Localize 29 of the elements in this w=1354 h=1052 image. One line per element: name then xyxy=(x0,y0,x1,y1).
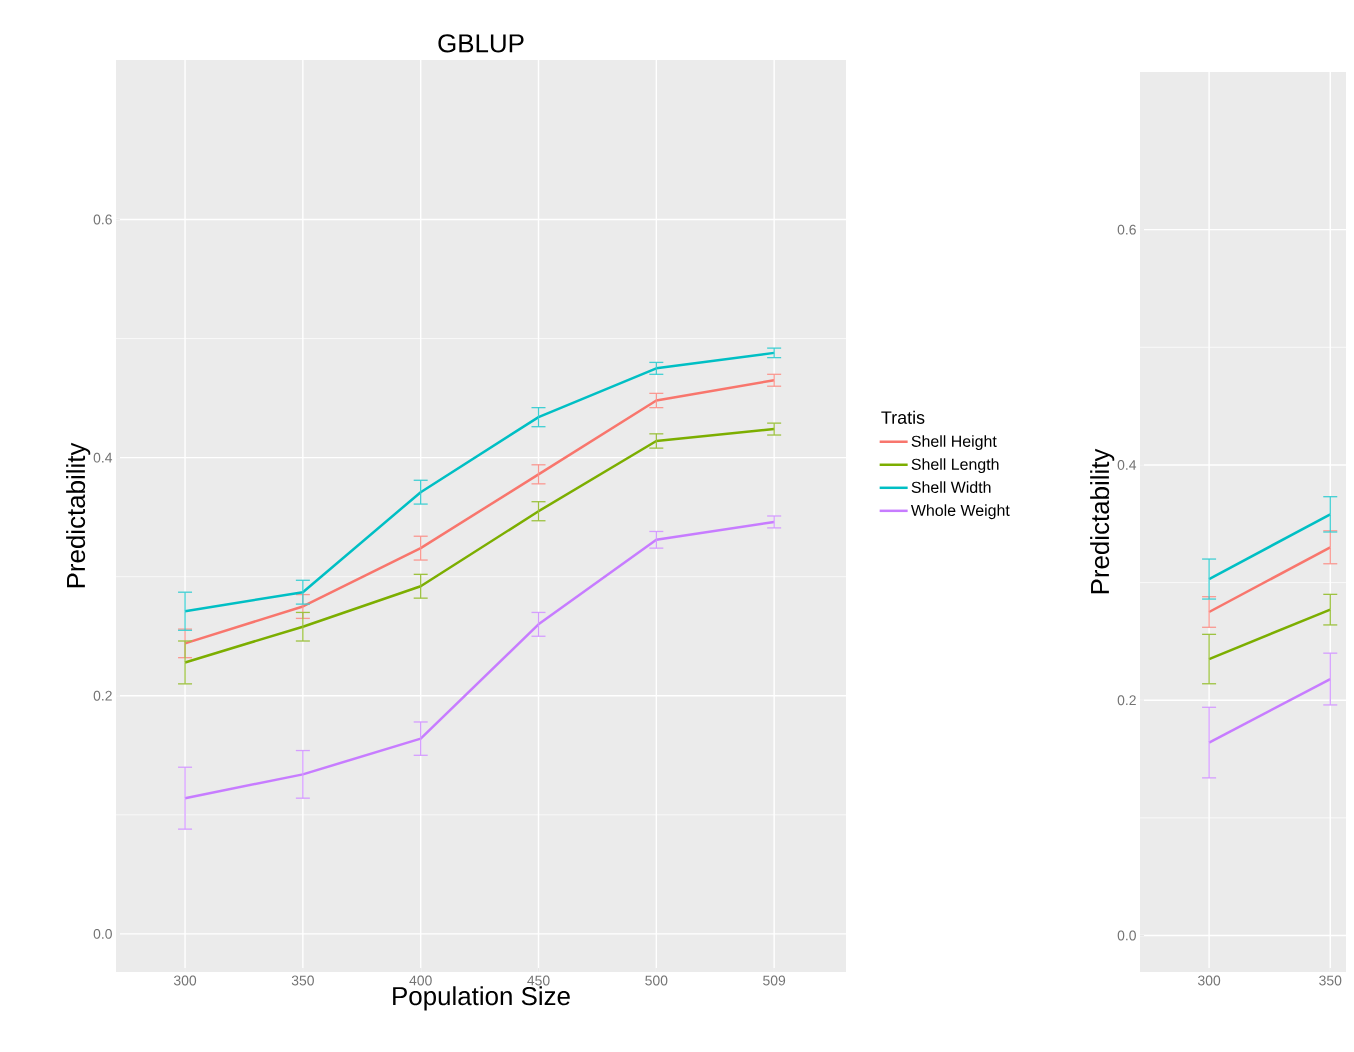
x-tick-label: 300 xyxy=(173,975,197,986)
y-tick-label: 0.6 xyxy=(93,214,112,225)
y-tick-label: 0.2 xyxy=(93,690,112,701)
line-series xyxy=(183,351,776,613)
x-tick-label: 350 xyxy=(291,975,314,986)
y-tick-label: 0.2 xyxy=(1117,695,1136,706)
x-tick-label: 300 xyxy=(1197,975,1221,986)
y-tick-label: 0.4 xyxy=(1117,459,1137,470)
line-series xyxy=(183,520,776,800)
x-tick-label: 350 xyxy=(1319,975,1342,986)
y-tick-label: 0.0 xyxy=(93,928,112,939)
line-series xyxy=(183,379,776,645)
x-tick-label: 450 xyxy=(527,975,550,986)
legend-label: Shell Height xyxy=(911,435,997,451)
x-axis-title: Population Size xyxy=(393,986,570,1011)
legend-label: Shell Length xyxy=(911,458,999,474)
x-tick-label: 500 xyxy=(645,975,668,986)
chart-title: GBLUP xyxy=(438,34,524,53)
y-tick-label: 0.6 xyxy=(1117,224,1136,235)
line-series xyxy=(183,427,776,664)
x-tick-label: 400 xyxy=(409,975,432,986)
y-tick-label: 0.4 xyxy=(93,452,113,463)
legend-title: Tratis xyxy=(881,410,925,424)
x-tick-label: 509 xyxy=(763,975,786,986)
legend-label: Whole Weight xyxy=(910,504,1010,520)
y-tick-label: 0.0 xyxy=(1117,930,1136,941)
legend-label: Shell Width xyxy=(911,481,991,493)
y-axis-title: Predictability xyxy=(1090,448,1115,594)
y-axis-title: Predictability xyxy=(66,442,91,588)
